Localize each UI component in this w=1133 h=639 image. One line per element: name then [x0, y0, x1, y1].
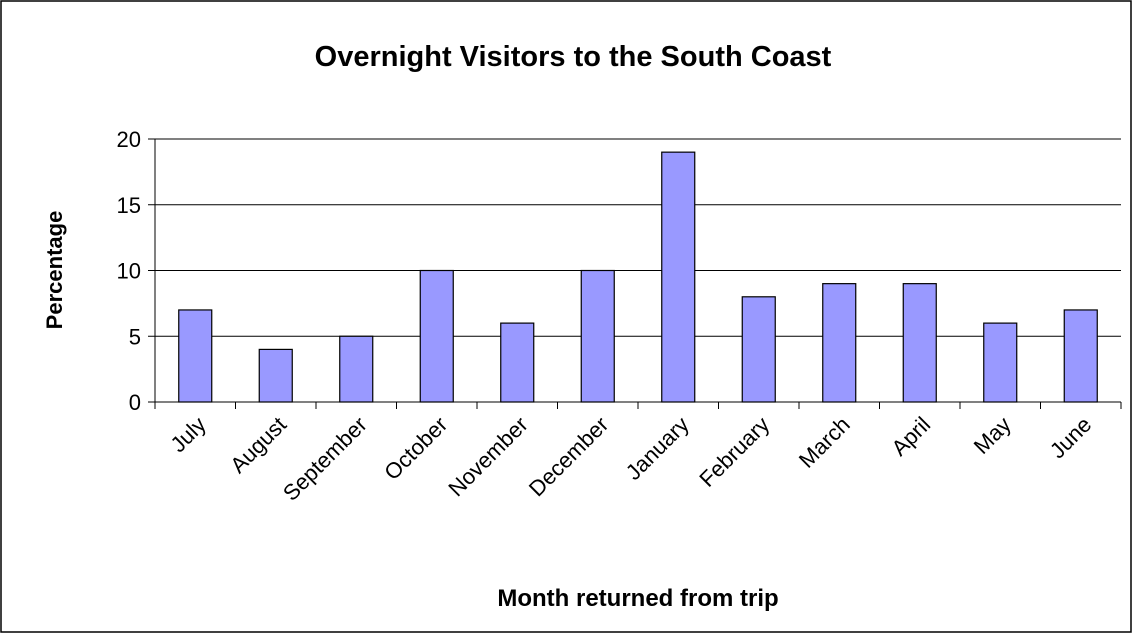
- y-tick-label: 15: [117, 193, 141, 218]
- chart-title: Overnight Visitors to the South Coast: [315, 41, 832, 73]
- y-tick-label: 5: [129, 324, 141, 349]
- bar: [822, 283, 857, 403]
- bar: [580, 269, 615, 403]
- y-tick-label: 20: [117, 127, 141, 152]
- bar: [258, 348, 293, 403]
- bar: [741, 296, 776, 403]
- x-axis-label: Month returned from trip: [497, 585, 778, 612]
- bar: [339, 335, 374, 403]
- bar: [178, 309, 213, 403]
- bar: [661, 151, 696, 403]
- y-tick-label: 10: [117, 259, 141, 284]
- bar: [902, 283, 937, 403]
- bar: [1063, 309, 1098, 403]
- bar: [500, 322, 535, 403]
- y-tick-label: 0: [129, 390, 141, 415]
- bar: [419, 269, 454, 403]
- bar: [983, 322, 1018, 403]
- y-axis-label: Percentage: [42, 211, 67, 330]
